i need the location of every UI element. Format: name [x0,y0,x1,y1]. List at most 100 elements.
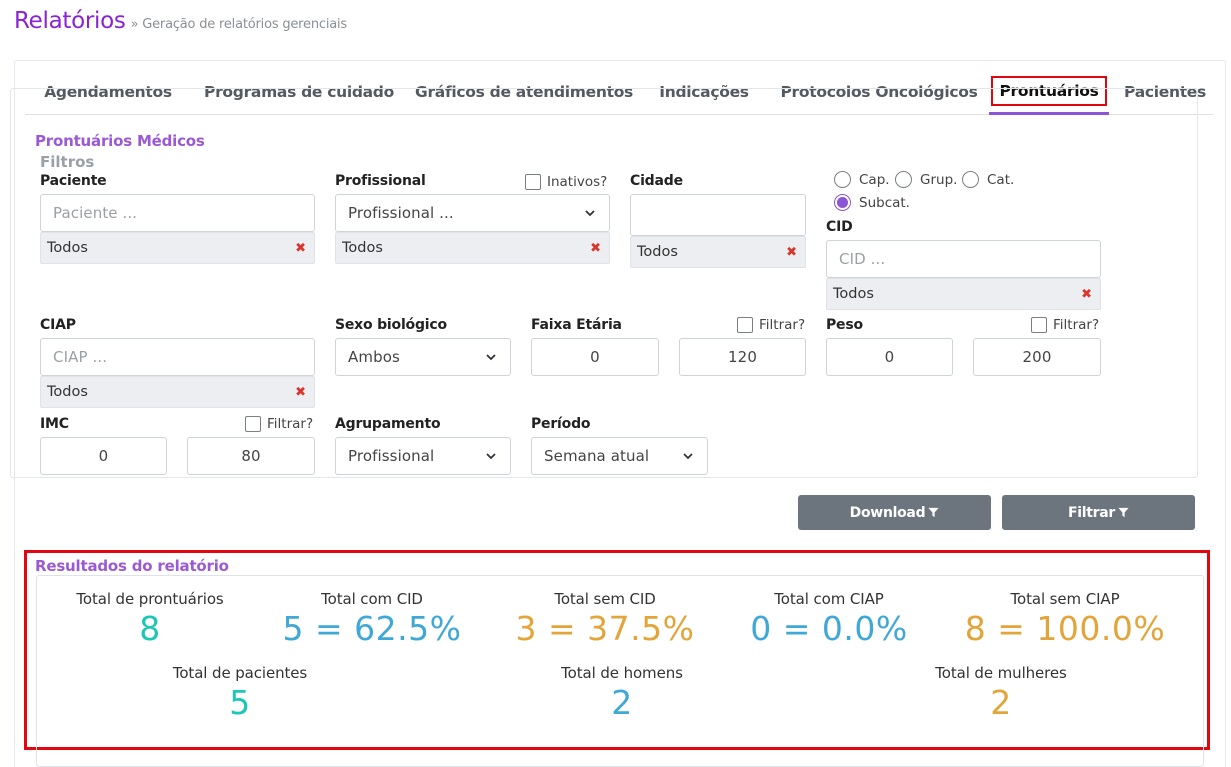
faixa-label: Faixa Etária [531,317,622,333]
stat-value: 3 = 37.5% [515,609,695,648]
agrupamento-select-value: Profissional [348,447,435,465]
checkbox-box[interactable] [1031,317,1047,333]
stat-total-sem-cid: Total sem CID 3 = 37.5% [495,590,715,648]
sexo-select-value: Ambos [348,348,400,366]
imc-min-input[interactable]: 0 [40,437,167,475]
cid-input[interactable]: CID ... [826,240,1101,278]
stat-label: Total de mulheres [935,664,1067,682]
main-card: Agendamentos Programas de cuidado Gráfic… [14,60,1226,767]
cid-label: CID [826,219,853,235]
radio-subcat-label: Subcat. [859,194,910,211]
stat-value: 5 = 62.5% [282,609,462,648]
chevron-down-icon [486,354,496,361]
periodo-label: Período [531,416,591,432]
filtrar-button[interactable]: Filtrar [1002,495,1195,530]
stat-total-mulheres: Total de mulheres 2 [901,664,1101,722]
tab-protocolos-oncologicos[interactable]: Protocolos Oncológicos [780,83,978,101]
radio-cap-label: Cap. [859,171,890,188]
filtrar-button-label: Filtrar [1067,504,1115,521]
checkbox-box[interactable] [525,174,541,190]
stat-total-sem-ciap: Total sem CIAP 8 = 100.0% [945,590,1185,648]
filters-legend: Filtros [40,153,95,171]
periodo-select-value: Semana atual [544,447,650,465]
tab-programas-de-cuidado[interactable]: Programas de cuidado [204,83,394,101]
sexo-select[interactable]: Ambos [335,338,511,376]
paciente-label: Paciente [40,173,107,189]
profissional-select[interactable]: Profissional ... [335,194,610,232]
stat-label: Total com CID [321,590,423,608]
ciap-tag-label: Todos [47,384,88,400]
radio-grup[interactable]: Grup. [895,171,957,188]
tab-indicacoes[interactable]: Indicações [659,83,749,101]
faixa-filtrar-checkbox[interactable]: Filtrar? [737,317,805,333]
stat-value: 8 [139,609,161,648]
periodo-select[interactable]: Semana atual [531,437,708,475]
faixa-max-input[interactable]: 120 [679,338,806,376]
peso-filtrar-label: Filtrar? [1053,317,1100,333]
imc-filtrar-label: Filtrar? [267,416,314,432]
inativos-checkbox[interactable]: Inativos? [525,174,607,190]
ciap-label: CIAP [40,317,76,333]
page-header: Relatórios » Geração de relatórios geren… [14,8,347,34]
radio-grup-label: Grup. [920,171,958,188]
ciap-input[interactable]: CIAP ... [40,338,315,376]
peso-label: Peso [826,317,863,333]
peso-max-input[interactable]: 200 [973,338,1101,376]
profissional-label: Profissional [335,173,426,189]
paciente-tag-label: Todos [47,240,88,256]
filter-icon [1118,507,1129,518]
stat-label: Total de homens [561,664,683,682]
tab-prontuarios[interactable]: Prontuários [989,69,1109,115]
peso-filtrar-checkbox[interactable]: Filtrar? [1031,317,1099,333]
tab-pacientes[interactable]: Pacientes [1124,83,1206,101]
stat-value: 2 [990,683,1012,722]
remove-x-icon[interactable]: ✖ [1081,286,1092,302]
tab-agendamentos[interactable]: Agendamentos [44,83,172,101]
radio-circle-checked[interactable] [834,194,851,211]
stat-value: 0 = 0.0% [750,609,908,648]
radio-cap[interactable]: Cap. [834,171,890,188]
inativos-label: Inativos? [547,174,608,190]
stat-total-com-ciap: Total com CIAP 0 = 0.0% [719,590,939,648]
download-button[interactable]: Download [798,495,991,530]
checkbox-box[interactable] [737,317,753,333]
paciente-input[interactable]: Paciente ... [40,194,315,232]
radio-cat[interactable]: Cat. [962,171,1014,188]
radio-circle[interactable] [962,171,979,188]
remove-x-icon[interactable]: ✖ [590,240,601,256]
remove-x-icon[interactable]: ✖ [295,240,306,256]
chevron-down-icon [486,453,496,460]
stat-total-prontuarios: Total de prontuários 8 [50,590,250,648]
peso-min-input[interactable]: 0 [826,338,953,376]
remove-x-icon[interactable]: ✖ [295,384,306,400]
checkbox-box[interactable] [245,416,261,432]
radio-circle[interactable] [834,171,851,188]
radio-subcat[interactable]: Subcat. [834,194,910,211]
faixa-min-input[interactable]: 0 [531,338,659,376]
imc-filtrar-checkbox[interactable]: Filtrar? [245,416,313,432]
cid-tag: Todos ✖ [826,278,1101,310]
remove-x-icon[interactable]: ✖ [786,244,797,260]
results-title: Resultados do relatório [35,557,229,575]
profissional-select-value: Profissional ... [348,204,454,222]
tab-prontuarios-label: Prontuários [991,75,1107,106]
profissional-tag-label: Todos [342,240,383,256]
stat-total-homens: Total de homens 2 [522,664,722,722]
stat-label: Total com CIAP [774,590,884,608]
filter-icon [928,507,939,518]
faixa-filtrar-label: Filtrar? [759,317,806,333]
sexo-label: Sexo biológico [335,317,447,333]
page-subtitle: » Geração de relatórios gerenciais [130,17,348,32]
stat-total-com-cid: Total com CID 5 = 62.5% [262,590,482,648]
radio-circle[interactable] [895,171,912,188]
imc-max-input[interactable]: 80 [187,437,315,475]
tab-graficos-de-atendimentos[interactable]: Gráficos de atendimentos [415,83,633,101]
stat-label: Total sem CID [554,590,656,608]
radio-cat-label: Cat. [987,171,1015,188]
ciap-tag: Todos ✖ [40,376,315,408]
stat-label: Total de pacientes [172,664,308,682]
cidade-label: Cidade [630,173,683,189]
tab-bar: Agendamentos Programas de cuidado Gráfic… [25,69,1213,115]
agrupamento-select[interactable]: Profissional [335,437,511,475]
cidade-input[interactable] [630,194,806,236]
